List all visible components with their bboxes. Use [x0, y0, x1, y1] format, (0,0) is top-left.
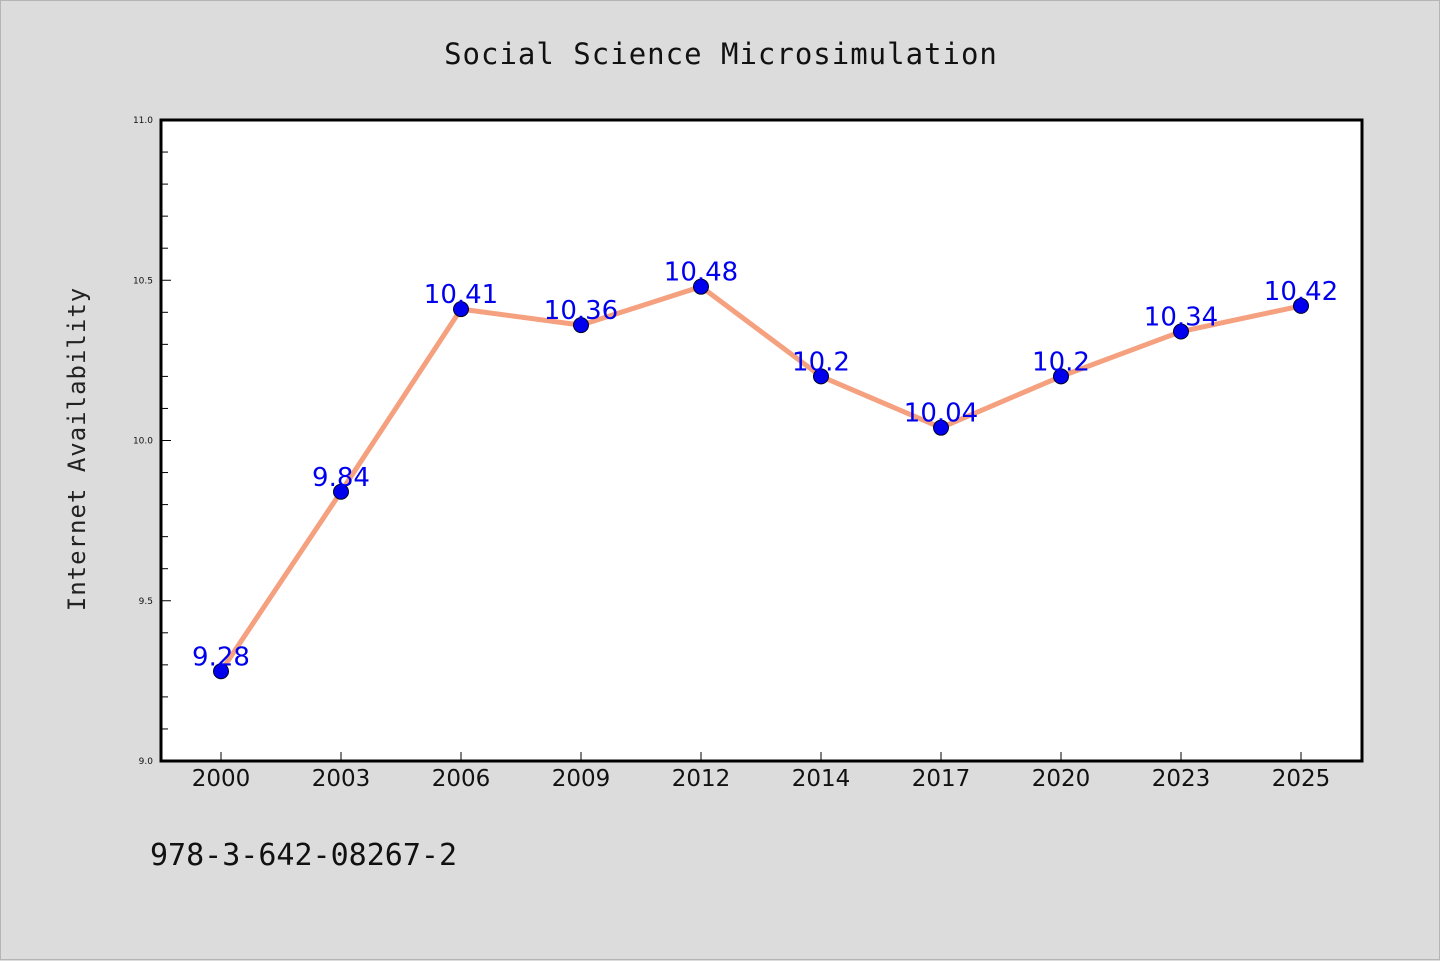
data-point	[573, 317, 589, 334]
data-label: 10.36	[544, 296, 618, 326]
data-label: 10.48	[664, 258, 738, 288]
data-point	[453, 301, 469, 318]
x-tick-label: 2009	[552, 766, 611, 792]
series-line	[218, 284, 1304, 674]
data-label: 9.84	[312, 463, 370, 493]
y-axis-label: Internet Availability	[63, 287, 91, 611]
y-tick-label: 9.5	[139, 597, 153, 607]
y-axis-ticks: 9.0 9.5 10.0 10.5 11.0	[133, 116, 171, 767]
x-tick-label: 2020	[1032, 766, 1091, 792]
x-tick-label: 2012	[672, 766, 731, 792]
data-point	[933, 419, 949, 436]
data-markers	[213, 278, 1309, 680]
x-tick-label: 2006	[432, 766, 491, 792]
y-tick-label: 9.0	[139, 757, 154, 767]
data-label: 10.42	[1264, 277, 1338, 307]
data-point	[1053, 368, 1069, 385]
data-label: 9.28	[192, 642, 250, 672]
x-tick-label: 2017	[912, 766, 971, 792]
data-labels: 9.28 9.84 10.41 10.36 10.48 10.2 10.04 10.2 10.3…	[192, 258, 1338, 673]
x-tick-label: 2000	[192, 766, 251, 792]
x-tick-label: 2014	[792, 766, 851, 792]
x-axis-ticks: 2000 2003 2006 2009 2012 2014 2017 2020 2023 2025	[192, 752, 1331, 792]
x-tick-label: 2023	[1152, 766, 1211, 792]
chart-title: Social Science Microsimulation	[444, 37, 998, 71]
data-point	[213, 663, 229, 680]
y-tick-label: 11.0	[133, 116, 153, 126]
data-label: 10.04	[904, 399, 978, 429]
data-point	[1173, 323, 1189, 340]
data-point	[693, 278, 709, 295]
isbn-text: 978-3-642-08267-2	[150, 838, 457, 873]
data-point	[333, 483, 349, 500]
plot-area	[159, 118, 1364, 763]
x-tick-label: 2025	[1272, 766, 1331, 792]
data-label: 10.41	[424, 280, 498, 310]
y-tick-label: 10.5	[133, 276, 153, 286]
x-tick-label: 2003	[312, 766, 371, 792]
data-point	[813, 368, 829, 385]
data-point	[1293, 297, 1309, 314]
data-label: 10.34	[1144, 303, 1218, 333]
data-label: 10.2	[1032, 347, 1090, 377]
data-label: 10.2	[792, 347, 850, 377]
y-tick-label: 10.0	[133, 437, 153, 447]
